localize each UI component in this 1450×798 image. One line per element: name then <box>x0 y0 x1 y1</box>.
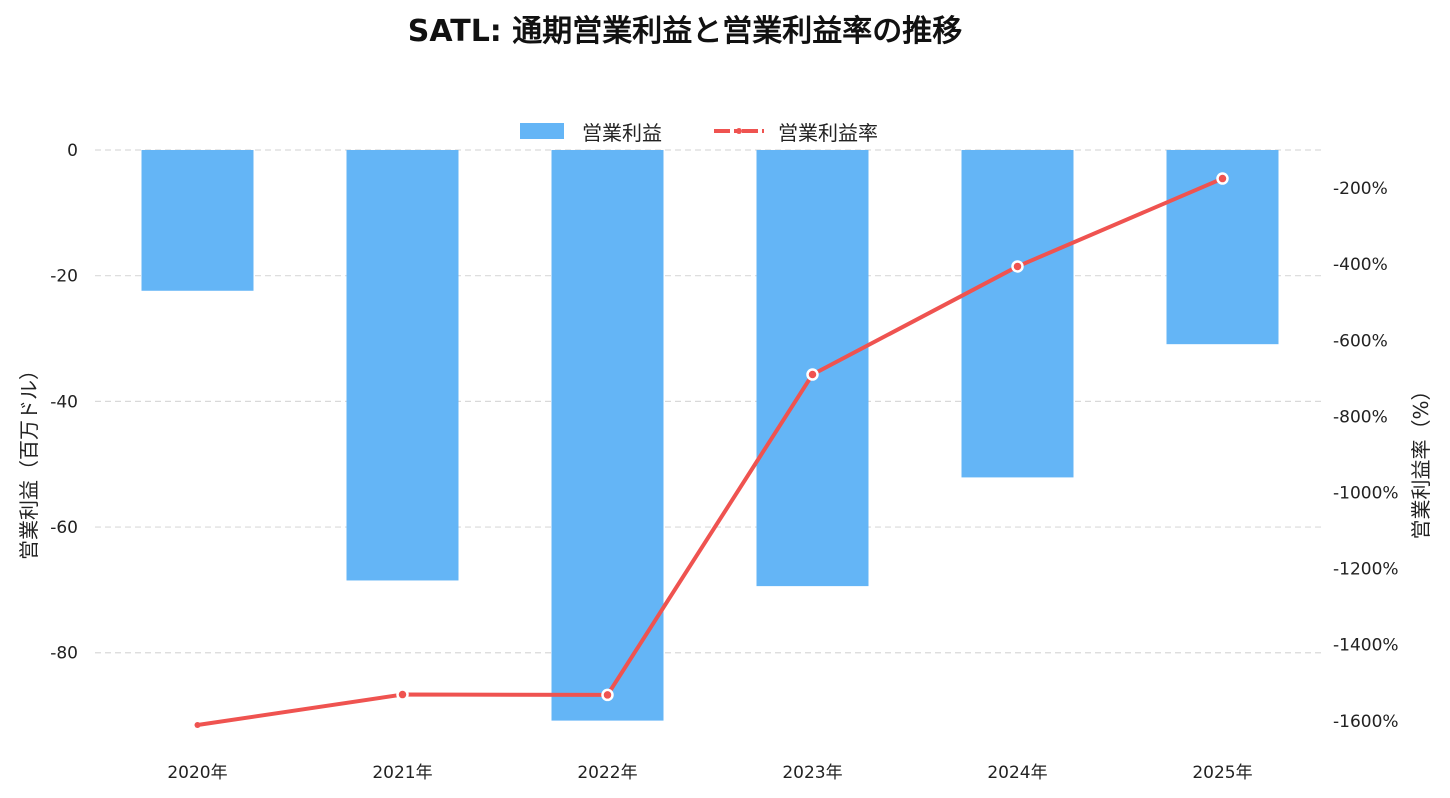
y-right-tick-label: -1600% <box>1333 712 1399 732</box>
x-tick-label: 2025年 <box>1192 763 1252 783</box>
legend: 営業利益 営業利益率 <box>520 121 878 145</box>
y-axis-label-right: 営業利益率（%） <box>1409 380 1433 539</box>
line-series <box>194 172 1229 728</box>
legend-marker-line <box>736 128 742 134</box>
legend-swatch-bar <box>520 123 564 139</box>
line-point <box>1216 172 1229 185</box>
x-tick-label: 2023年 <box>782 763 842 783</box>
x-tick-label: 2020年 <box>167 763 227 783</box>
x-axis-ticks: 2020年 2021年 2022年 2023年 2024年 2025年 <box>167 763 1252 783</box>
y-right-tick-label: -400% <box>1333 255 1388 275</box>
line-point <box>806 368 819 381</box>
legend-label-bar: 営業利益 <box>582 121 662 145</box>
line-point <box>1011 260 1024 273</box>
line-point <box>194 722 201 728</box>
bar <box>756 150 869 587</box>
bar-series <box>141 150 1279 721</box>
y-left-tick-label: -60 <box>50 518 78 538</box>
y-left-tick-label: 0 <box>67 141 78 161</box>
x-tick-label: 2021年 <box>372 763 432 783</box>
right-axis-ticks: -200% -400% -600% -800% -1000% -1200% -1400% -1… <box>1333 179 1399 732</box>
bar <box>551 150 664 721</box>
bar <box>141 150 254 291</box>
y-left-tick-label: -80 <box>50 644 78 664</box>
bar <box>961 150 1074 478</box>
y-right-tick-label: -200% <box>1333 179 1388 199</box>
y-left-tick-label: -40 <box>50 392 78 412</box>
gridlines <box>95 149 1325 654</box>
legend-label-line: 営業利益率 <box>778 121 878 145</box>
y-right-tick-label: -600% <box>1333 331 1388 351</box>
left-axis-ticks: 0 -20 -40 -60 -80 <box>50 141 78 664</box>
line-path <box>195 176 1225 727</box>
x-tick-label: 2024年 <box>987 763 1047 783</box>
y-axis-label-left: 営業利益（百万ドル） <box>17 360 41 560</box>
y-right-tick-label: -1200% <box>1333 560 1399 580</box>
y-right-tick-label: -800% <box>1333 407 1388 427</box>
line-point <box>601 688 614 702</box>
y-left-tick-label: -20 <box>50 267 78 287</box>
line-point <box>396 688 409 701</box>
y-right-tick-label: -1400% <box>1333 636 1399 656</box>
y-right-tick-label: -1000% <box>1333 483 1399 503</box>
chart-title: SATL: 通期営業利益と営業利益率の推移 <box>408 14 963 49</box>
bar <box>346 150 459 581</box>
x-tick-label: 2022年 <box>577 763 637 783</box>
